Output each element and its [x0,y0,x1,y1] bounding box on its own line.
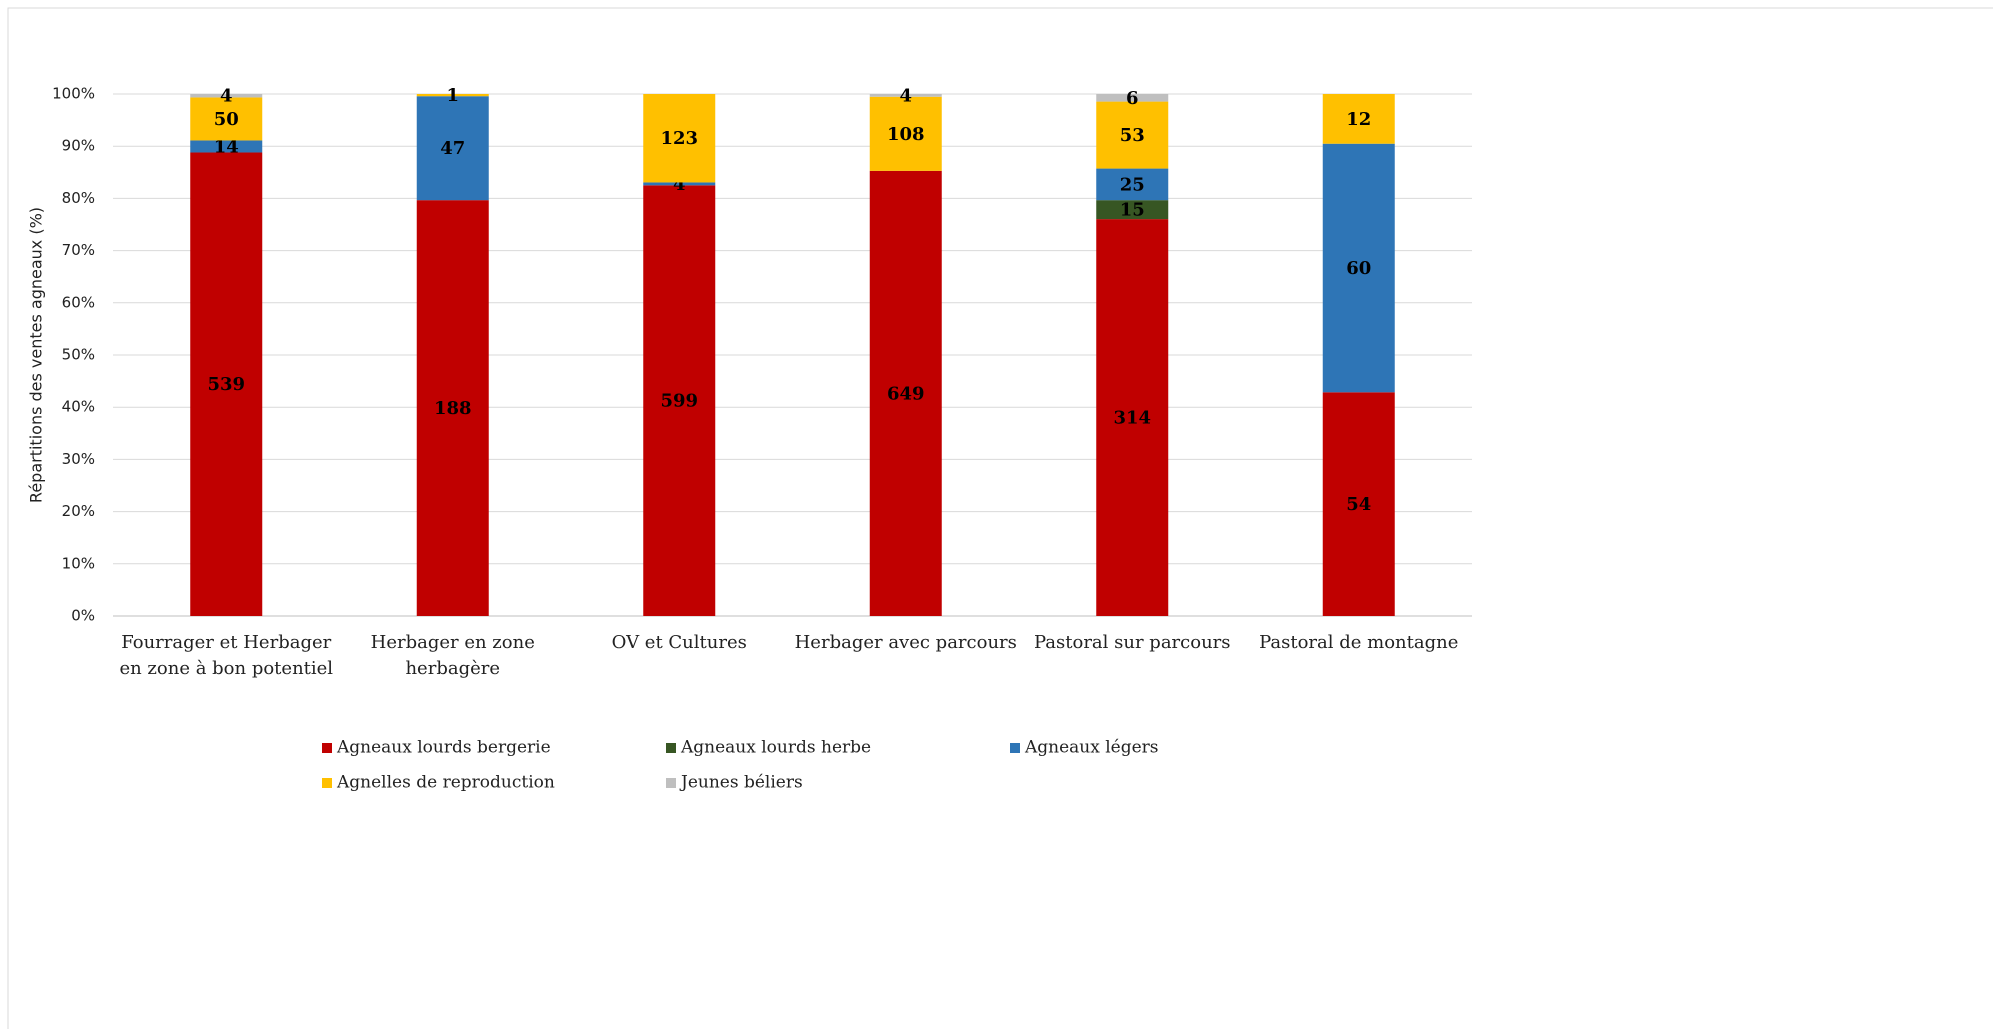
data-label: 50 [214,109,239,130]
data-label: 25 [1120,174,1145,195]
y-tick-label: 100% [52,85,95,103]
bar-segment [1096,94,1169,102]
legend-label: Agnelles de reproduction [336,773,555,793]
data-label: 314 [1113,408,1151,429]
data-label: 188 [434,398,472,419]
bar-segment [1096,200,1169,220]
bar-segment [1096,219,1169,616]
bar-segment [1322,143,1395,393]
legend-swatch [322,743,332,753]
x-tick-label: OV et Cultures [611,632,747,653]
bar-segment [190,152,263,616]
legend-label: Jeunes béliers [679,773,803,793]
data-label: 54 [1346,494,1371,515]
bar-segment [416,96,489,201]
y-tick-label: 0% [71,607,95,625]
x-tick-label: Herbager en zone herbagère [370,632,535,679]
y-tick-label: 90% [62,137,95,155]
x-tick-label: Pastoral de montagne [1259,632,1459,653]
data-label: 108 [887,124,925,145]
bar-segment [416,200,489,616]
legend-swatch [666,743,676,753]
y-tick-label: 20% [62,502,95,520]
bar-segment [190,140,263,153]
bar-segment [1096,168,1169,201]
data-label: 123 [660,128,698,149]
x-tick-label: Herbager avec parcours [794,632,1017,653]
data-label: 1 [446,85,459,106]
data-label: 539 [207,374,245,395]
bar-segment [643,182,716,186]
y-tick-label: 40% [62,398,95,416]
data-label: 60 [1346,258,1371,279]
bar-segment [643,94,716,183]
data-label: 4 [220,86,233,107]
legend-label: Agneaux lourds bergerie [336,738,551,758]
data-label: 649 [887,383,925,404]
y-tick-label: 30% [62,450,95,468]
legend-label: Agneaux légers [1024,738,1159,758]
bar-segment [190,94,263,98]
frame [7,7,1993,1029]
data-label: 14 [214,136,239,157]
x-tick-label: Pastoral sur parcours [1033,632,1231,653]
legend-swatch [666,778,676,788]
x-tick-label: Fourrager et Herbager en zone à bon pote… [119,632,334,679]
data-label: 599 [660,391,698,412]
bar-segment [643,185,716,616]
bar-segment [1322,94,1395,144]
y-tick-label: 10% [62,554,95,572]
bar-segment [190,97,263,141]
bar-segment [869,170,942,616]
legend-label: Agneaux lourds herbe [680,738,871,758]
data-label: 47 [440,138,465,159]
data-label: 53 [1120,125,1145,146]
legend-swatch [1010,743,1020,753]
data-label: 6 [1126,88,1139,109]
data-label: 4 [899,85,912,106]
bar-segment [869,96,942,171]
y-tick-label: 60% [62,293,95,311]
legend-swatch [322,778,332,788]
bar-segment [869,94,942,97]
bar-segment [416,94,489,97]
bar-segment [1096,101,1169,169]
y-tick-label: 80% [62,189,95,207]
data-label: 15 [1120,200,1145,221]
bar-segment [1322,392,1395,616]
y-axis-label: Répartitions des ventes agneaux (%) [27,207,46,503]
y-tick-label: 70% [62,241,95,259]
y-tick-label: 50% [62,346,95,364]
data-label: 12 [1346,109,1371,130]
